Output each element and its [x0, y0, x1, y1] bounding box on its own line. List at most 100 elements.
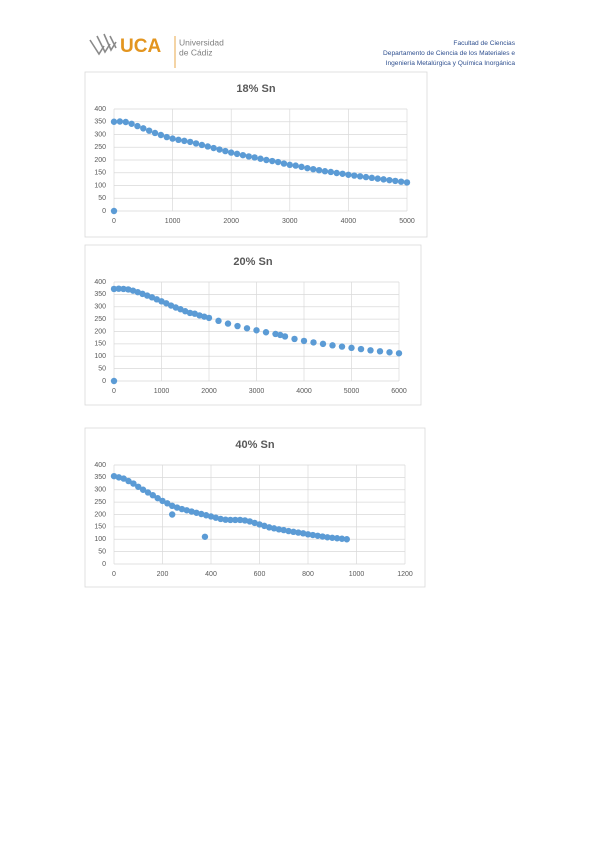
- data-point: [192, 140, 200, 147]
- header-line: Departamento de Ciencia de los Materiale…: [383, 50, 515, 57]
- data-point: [251, 154, 258, 161]
- data-point: [210, 144, 217, 152]
- x-tick-label: 400: [205, 571, 217, 578]
- chart-frame: [84, 427, 426, 588]
- data-point: [159, 497, 166, 505]
- logo-acronym: UCA: [120, 36, 161, 57]
- data-point: [175, 136, 182, 144]
- data-point: [188, 508, 195, 515]
- data-point: [183, 507, 190, 514]
- data-point: [120, 285, 127, 293]
- data-point: [163, 300, 170, 307]
- y-tick-label: 150: [94, 524, 106, 531]
- x-tick-label: 2000: [201, 388, 217, 395]
- data-point: [198, 141, 206, 149]
- data-point: [345, 171, 352, 178]
- header-line: Ingeniería Metalúrgica y Química Inorgán…: [386, 60, 516, 67]
- chart-title: 20% Sn: [233, 256, 272, 268]
- data-point: [157, 131, 165, 139]
- chart: 40% Sn 0 50 100 150 200 250 300 350 400 0 200 400 600…: [84, 427, 426, 588]
- y-tick-label: 0: [102, 561, 106, 568]
- x-tick-label: 0: [112, 388, 116, 395]
- x-tick-label: 4000: [296, 388, 312, 395]
- data-point: [169, 511, 176, 518]
- data-point: [243, 325, 251, 332]
- data-point: [186, 138, 194, 146]
- data-point: [232, 516, 239, 524]
- header-line: Facultad de Ciencias: [453, 40, 515, 47]
- data-point: [233, 150, 241, 158]
- data-point: [269, 157, 276, 165]
- data-point: [222, 147, 229, 155]
- data-point: [110, 377, 118, 385]
- data-point: [216, 146, 223, 153]
- y-tick-label: 300: [94, 304, 106, 311]
- data-point: [333, 535, 341, 542]
- data-point: [286, 161, 293, 169]
- data-point: [128, 120, 135, 127]
- y-tick-label: 150: [94, 341, 106, 348]
- data-point: [134, 122, 141, 130]
- y-tick-label: 400: [94, 279, 106, 286]
- data-point: [246, 518, 253, 525]
- data-point: [241, 517, 249, 524]
- y-tick-label: 250: [94, 144, 106, 151]
- data-point: [110, 207, 118, 215]
- data-point: [120, 475, 127, 482]
- data-point: [362, 173, 370, 181]
- data-point: [351, 172, 358, 179]
- chart-title: 40% Sn: [235, 439, 274, 451]
- x-tick-label: 3000: [249, 388, 265, 395]
- chart-frame: [84, 244, 422, 406]
- x-tick-label: 5000: [399, 218, 415, 225]
- x-tick-label: 1200: [397, 571, 413, 578]
- x-tick-label: 5000: [344, 388, 360, 395]
- data-point: [236, 516, 244, 524]
- data-point: [357, 345, 365, 353]
- y-tick-label: 150: [94, 170, 106, 177]
- data-point: [392, 177, 399, 185]
- data-point: [212, 514, 220, 521]
- data-point: [356, 173, 364, 180]
- data-point: [181, 137, 188, 145]
- x-tick-label: 0: [112, 571, 116, 578]
- data-point: [251, 519, 258, 527]
- data-point: [125, 477, 132, 485]
- y-tick-label: 350: [94, 474, 106, 481]
- data-point: [222, 516, 229, 523]
- data-point: [115, 474, 123, 481]
- data-point: [239, 151, 247, 159]
- data-point: [386, 349, 393, 356]
- data-point: [139, 486, 147, 493]
- y-tick-label: 0: [102, 208, 106, 215]
- data-point: [395, 350, 403, 357]
- data-point: [329, 342, 336, 349]
- data-point: [397, 178, 405, 185]
- data-point: [151, 129, 159, 137]
- data-point: [295, 529, 302, 536]
- data-point: [343, 536, 350, 543]
- data-point: [280, 160, 288, 167]
- data-point: [263, 156, 270, 164]
- data-point: [245, 153, 252, 160]
- x-tick-label: 1000: [165, 218, 181, 225]
- y-tick-label: 50: [98, 365, 106, 372]
- data-point: [173, 504, 181, 511]
- data-point: [198, 510, 205, 518]
- data-point: [186, 309, 194, 317]
- y-tick-label: 100: [94, 353, 106, 360]
- data-point: [299, 530, 307, 537]
- data-point: [164, 500, 171, 507]
- x-tick-label: 3000: [282, 218, 298, 225]
- y-tick-label: 350: [94, 119, 106, 126]
- data-point: [338, 535, 346, 542]
- data-point: [178, 505, 186, 513]
- data-point: [319, 533, 326, 540]
- y-tick-label: 350: [94, 291, 106, 298]
- data-point: [374, 175, 381, 182]
- logo: UCA Universidad de Cádiz: [89, 33, 224, 68]
- data-point: [266, 524, 273, 531]
